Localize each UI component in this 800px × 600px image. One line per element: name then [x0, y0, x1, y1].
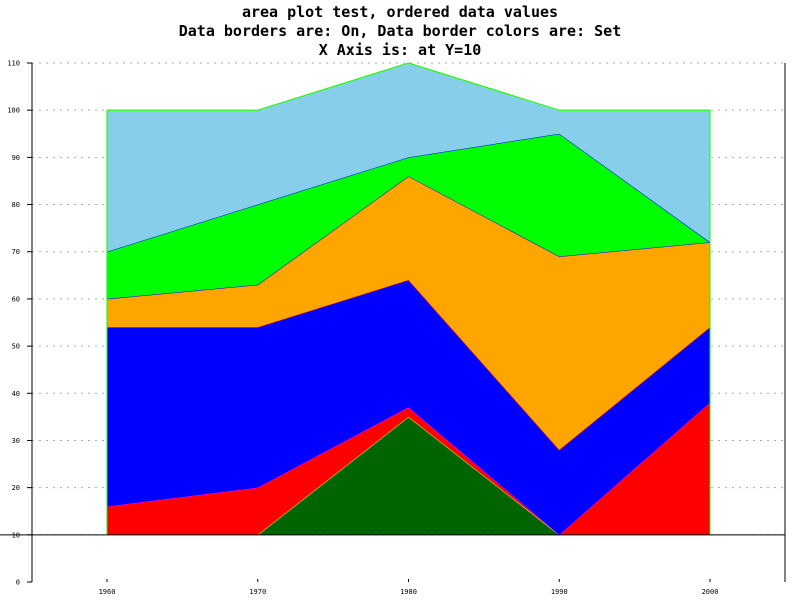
y-tick-label: 50: [12, 343, 20, 351]
chart-subtitle-axis: X Axis is: at Y=10: [318, 41, 482, 59]
chart-title-block: area plot test, ordered data values Data…: [0, 3, 800, 60]
chart-title: area plot test, ordered data values: [241, 3, 559, 21]
y-tick-label: 0: [16, 579, 20, 587]
x-tick-label: 1970: [249, 588, 266, 596]
chart-subtitle-borders: Data borders are: On, Data border colors…: [178, 22, 622, 40]
y-tick-label: 60: [12, 295, 20, 303]
y-tick-label: 40: [12, 390, 20, 398]
y-tick-label: 90: [12, 154, 20, 162]
x-tick-label: 1960: [99, 588, 116, 596]
area-series-2: [107, 402, 710, 535]
y-tick-label: 20: [12, 484, 20, 492]
y-tick-label: 100: [7, 107, 20, 115]
y-tick-label: 30: [12, 437, 20, 445]
y-tick-label: 110: [7, 60, 20, 68]
area-top-edge: [107, 62, 710, 111]
area-series-1: [107, 416, 710, 535]
area-series-3: [107, 280, 710, 535]
x-tick-label: 1980: [400, 588, 417, 596]
area-series-5: [107, 133, 710, 299]
y-tick-label: 70: [12, 248, 20, 256]
area-series-4: [107, 176, 710, 450]
y-tick-label: 80: [12, 201, 20, 209]
y-tick-label: 10: [12, 531, 20, 539]
x-tick-label: 1990: [551, 588, 568, 596]
x-tick-label: 2000: [702, 588, 719, 596]
